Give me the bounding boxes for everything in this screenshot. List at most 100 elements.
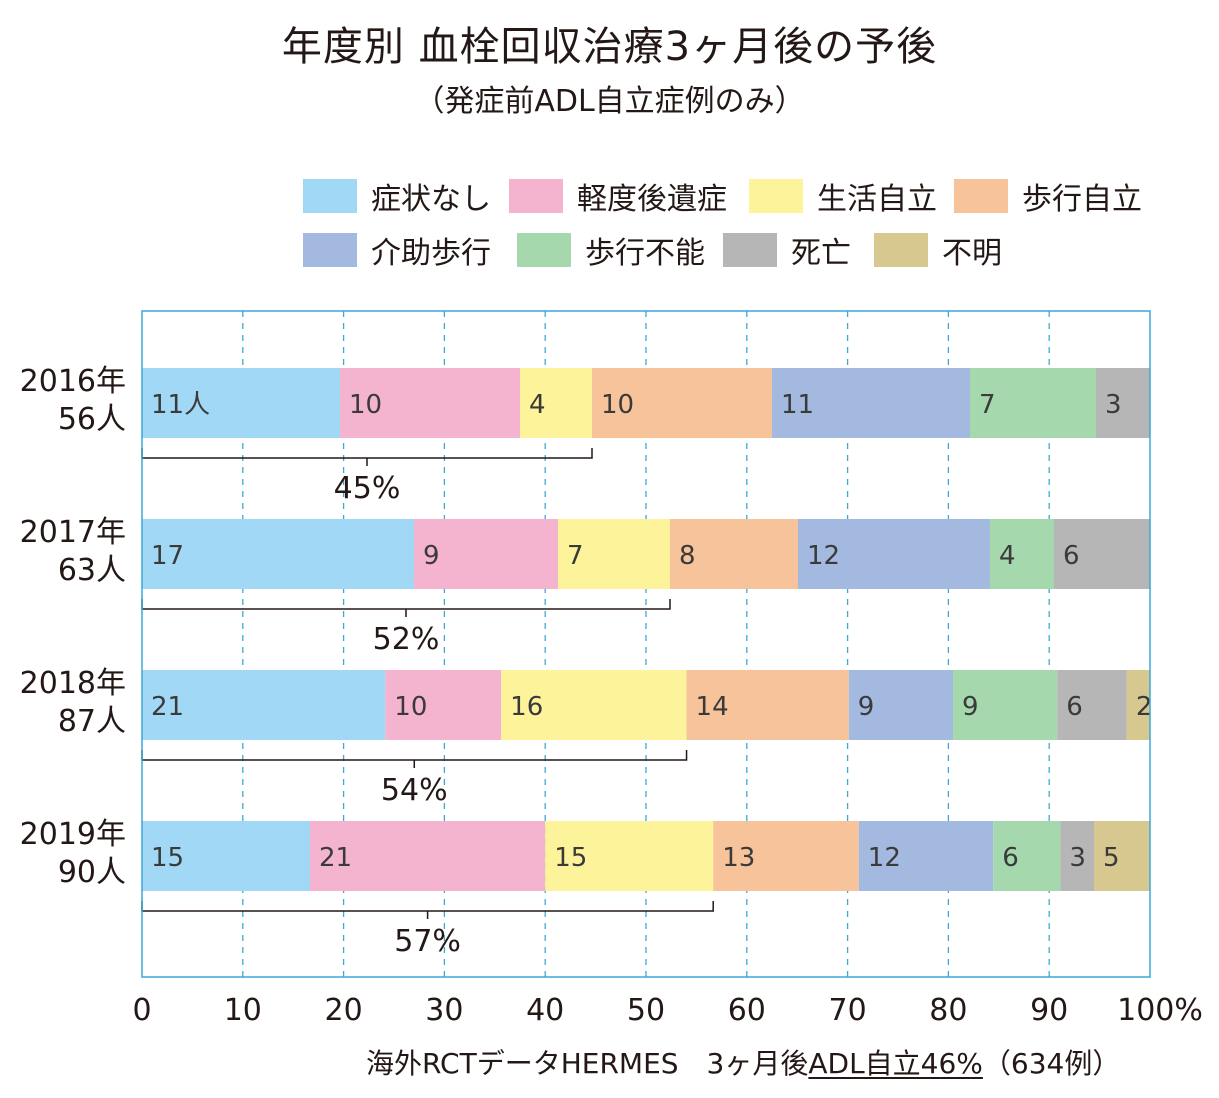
legend-label: 歩行自立	[1022, 182, 1142, 217]
data-label: 4	[999, 541, 1016, 571]
data-label: 10	[349, 390, 382, 420]
data-label: 6	[1063, 541, 1080, 571]
footnote-suffix: （634例）	[982, 1047, 1121, 1080]
x-tick-label: 80	[929, 993, 967, 1028]
legend-item: 症状なし	[303, 178, 491, 217]
data-label: 12	[868, 843, 901, 873]
footnote-prefix: 海外RCTデータHERMES 3ヶ月後	[366, 1047, 809, 1080]
category-year-label: 2016年	[20, 364, 126, 399]
legend: 症状なし 軽度後遺症 生活自立 歩行自立介助歩行 歩行不能 死亡 不明	[0, 0, 1219, 300]
footnote: 海外RCTデータHERMES 3ヶ月後ADL自立46%（634例）	[366, 1042, 1120, 1082]
data-label: 2	[1136, 692, 1153, 722]
x-tick-label: 100%	[1117, 993, 1203, 1028]
category-year-label: 2017年	[20, 515, 126, 550]
chart-title: 年度別 血栓回収治療3ヶ月後の予後	[281, 24, 938, 70]
legend-swatch	[874, 233, 928, 267]
bar-segment	[310, 821, 546, 891]
data-label: 9	[423, 541, 440, 571]
bar-segment	[970, 368, 1096, 438]
legend-swatch	[723, 233, 777, 267]
data-label: 21	[319, 843, 352, 873]
bracket	[141, 901, 714, 919]
bar-segment	[142, 821, 310, 891]
legend-swatch	[954, 179, 1008, 213]
data-label: 9	[858, 692, 875, 722]
footnote-highlight: ADL自立46%	[808, 1047, 983, 1080]
bar-segment	[953, 670, 1058, 740]
bar-segment	[520, 368, 592, 438]
legend-item: 死亡	[723, 232, 851, 271]
bar-segment	[592, 368, 772, 438]
bar-segment	[798, 519, 990, 589]
legend-item: 生活自立	[749, 178, 937, 217]
data-label: 4	[529, 390, 546, 420]
x-tick-label: 70	[829, 993, 867, 1028]
data-label: 15	[554, 843, 587, 873]
bracket-label: 52%	[373, 622, 440, 657]
bar-segment	[414, 519, 558, 589]
legend-label: 症状なし	[371, 182, 491, 217]
category-count-label: 56人	[58, 402, 126, 437]
legend-item: 歩行自立	[954, 178, 1142, 217]
x-tick-label: 40	[526, 993, 564, 1028]
x-tick-label: 10	[224, 993, 262, 1028]
data-label: 3	[1069, 843, 1086, 873]
legend-item: 不明	[874, 232, 1002, 271]
bar-segment	[1094, 821, 1150, 891]
data-label: 17	[151, 541, 184, 571]
legend-label: 生活自立	[817, 182, 937, 217]
bracket-label: 54%	[381, 773, 448, 808]
chart-subtitle: （発症前ADL自立症例のみ）	[414, 84, 805, 119]
data-label: 3	[1105, 390, 1122, 420]
legend-swatch	[509, 179, 563, 213]
bar-segment	[993, 821, 1061, 891]
x-tick-label: 90	[1030, 993, 1068, 1028]
bar-segment	[686, 670, 849, 740]
bracket	[141, 750, 688, 768]
legend-swatch	[749, 179, 803, 213]
bar-segment	[1126, 670, 1150, 740]
data-label: 14	[696, 692, 729, 722]
legend-label: 軽度後遺症	[577, 182, 727, 217]
bar-segment	[142, 670, 386, 740]
data-label: 10	[394, 692, 427, 722]
data-label: 6	[1002, 843, 1019, 873]
bar-segment	[1054, 519, 1150, 589]
legend-label: 介助歩行	[371, 236, 491, 271]
data-label: 21	[151, 692, 184, 722]
bar-segment	[1057, 670, 1127, 740]
bar-segment	[501, 670, 687, 740]
data-label: 13	[722, 843, 755, 873]
category-count-label: 90人	[58, 855, 126, 890]
bracket	[141, 599, 671, 617]
x-tick-label: 20	[325, 993, 363, 1028]
data-label: 5	[1103, 843, 1120, 873]
category-count-label: 87人	[58, 704, 126, 739]
x-tick-label: 30	[425, 993, 463, 1028]
x-tick-label: 50	[627, 993, 665, 1028]
bar-segment	[545, 821, 714, 891]
bar-segment	[670, 519, 798, 589]
data-label: 12	[807, 541, 840, 571]
legend-swatch	[303, 179, 357, 213]
legend-swatch	[517, 233, 571, 267]
bar-segment	[858, 821, 994, 891]
data-label: 11人	[151, 390, 210, 420]
category-count-label: 63人	[58, 553, 126, 588]
data-label: 15	[151, 843, 184, 873]
data-label: 16	[510, 692, 543, 722]
legend-item: 介助歩行	[303, 232, 491, 271]
data-label: 6	[1066, 692, 1083, 722]
bar-segment	[1060, 821, 1094, 891]
bracket-label: 57%	[394, 924, 461, 959]
legend-label: 死亡	[791, 236, 851, 271]
bar-segment	[848, 670, 954, 740]
data-label: 9	[962, 692, 979, 722]
bar-segment	[990, 519, 1054, 589]
legend-label: 歩行不能	[585, 236, 705, 271]
bar-segment	[142, 519, 414, 589]
bracket-label: 45%	[334, 471, 401, 506]
data-label: 7	[979, 390, 996, 420]
bracket	[141, 448, 593, 466]
